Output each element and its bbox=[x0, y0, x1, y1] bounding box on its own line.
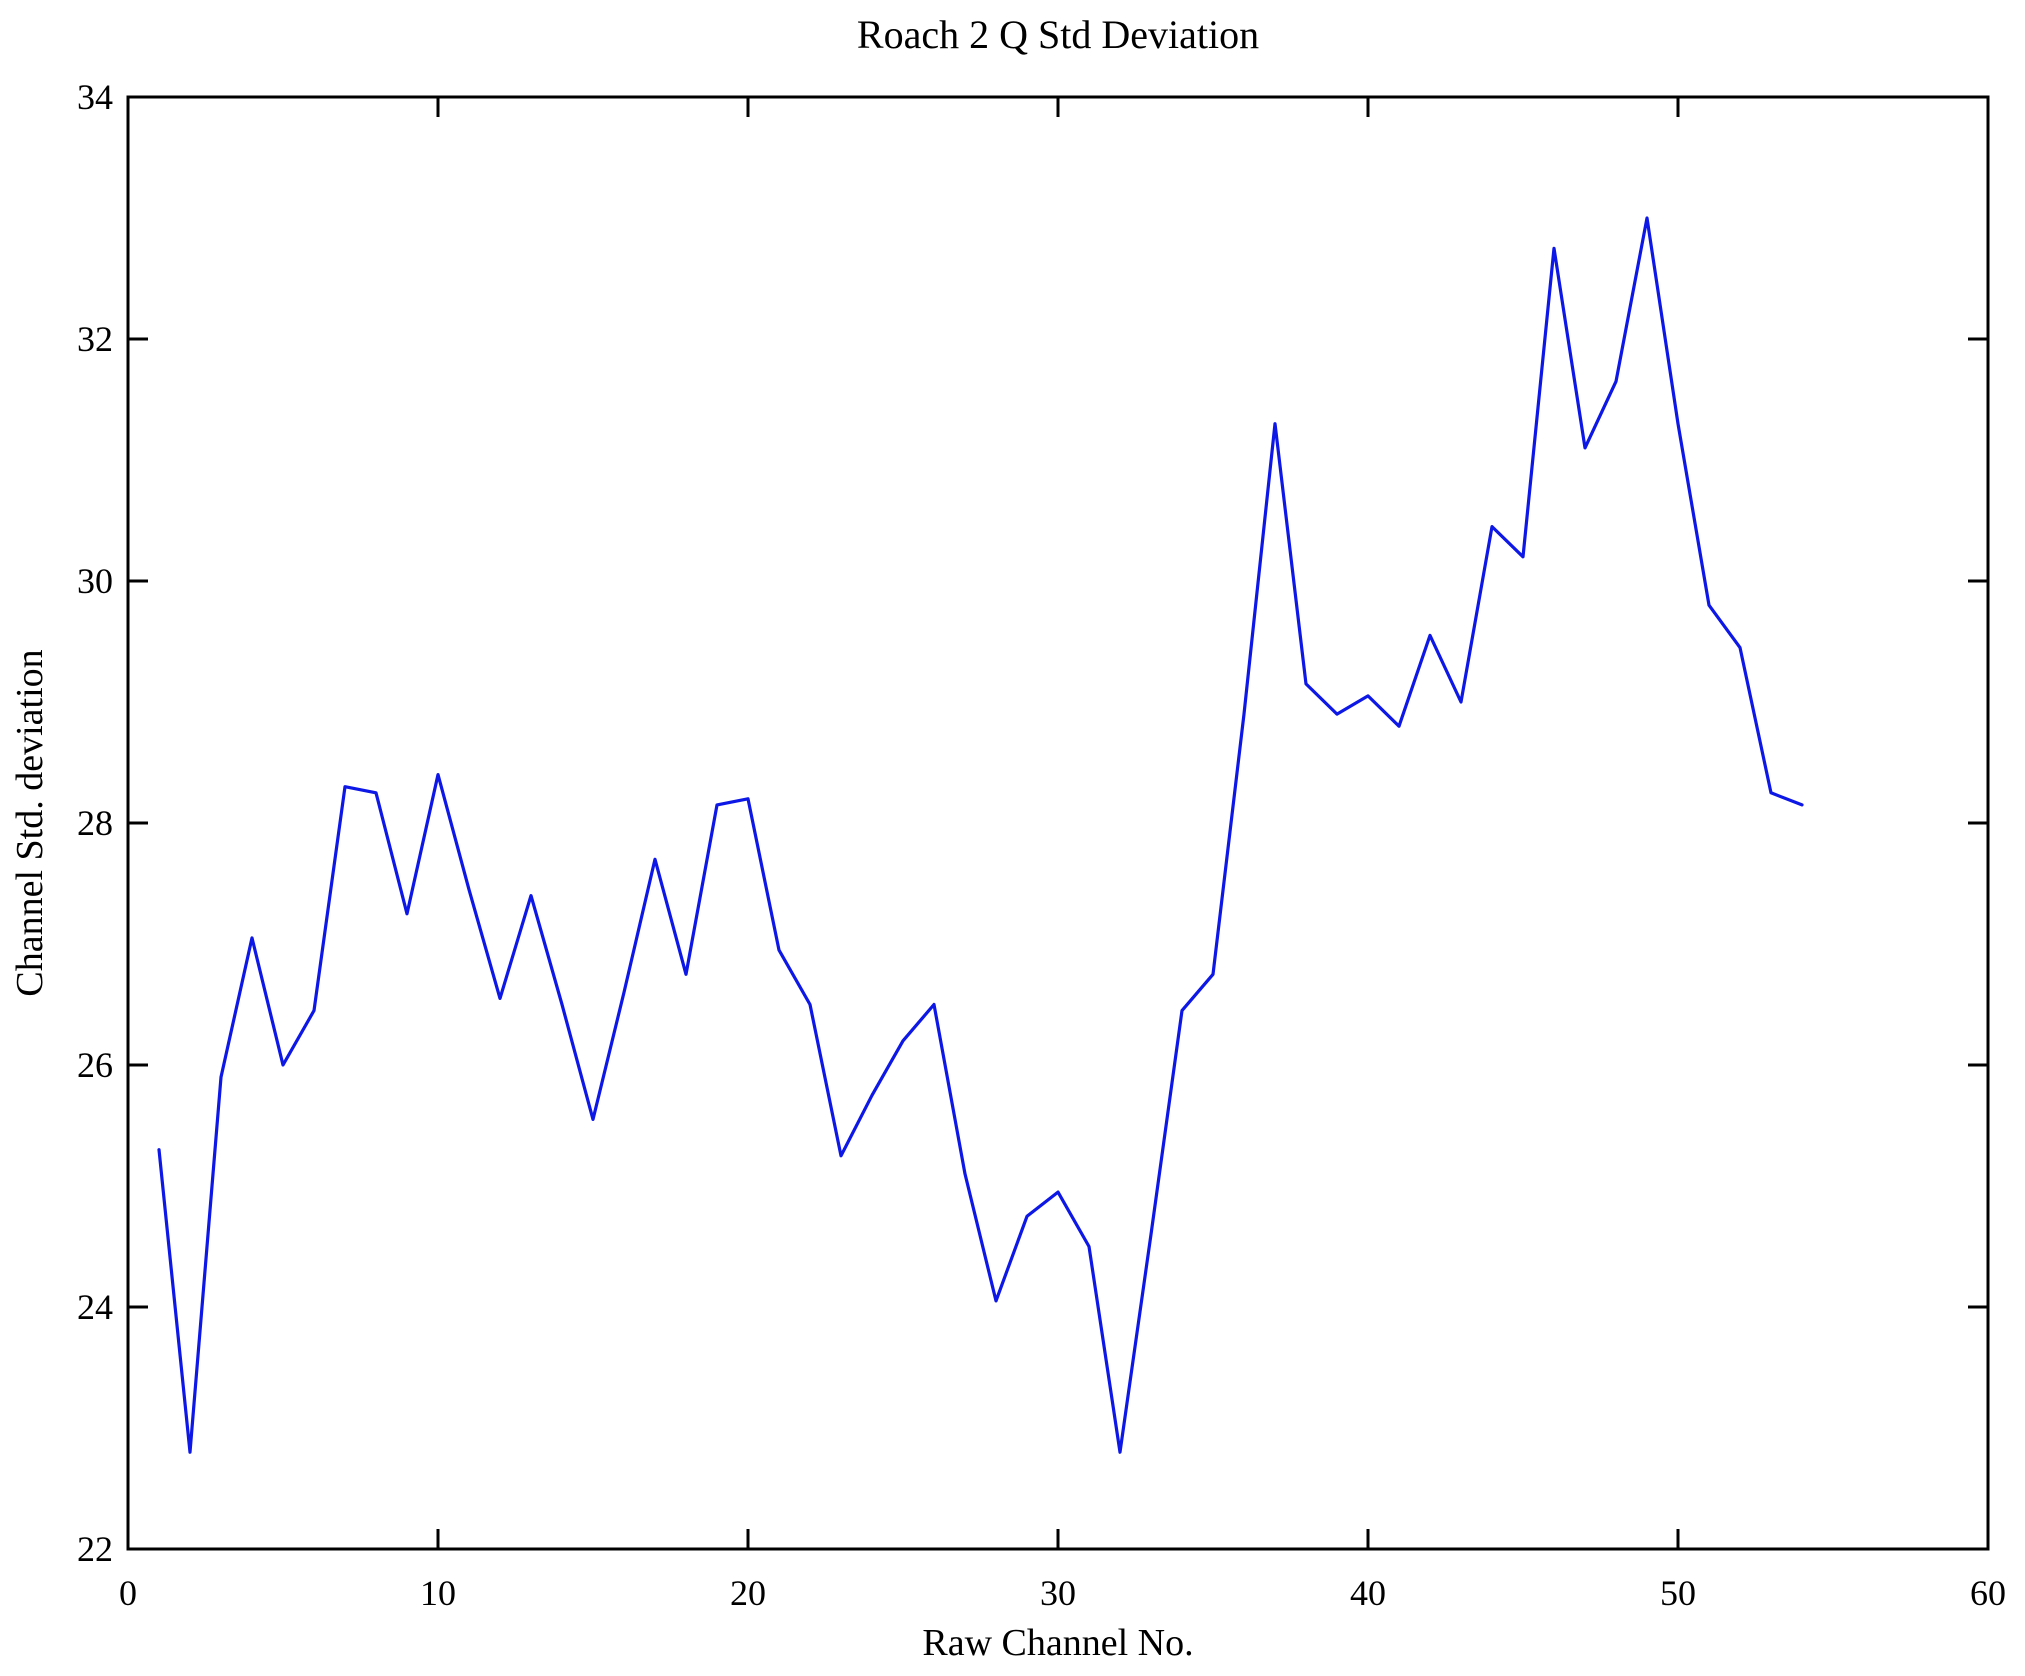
x-tick-label: 0 bbox=[119, 1573, 137, 1613]
x-axis-tick-labels: 0 10 20 30 40 50 60 bbox=[119, 1573, 2006, 1613]
y-axis-label: Channel Std. deviation bbox=[9, 649, 51, 996]
x-axis-label: Raw Channel No. bbox=[922, 1622, 1193, 1664]
x-tick-label: 20 bbox=[730, 1573, 766, 1613]
y-axis-tick-labels: 22 24 26 28 30 32 34 bbox=[77, 77, 113, 1569]
y-tick-label: 34 bbox=[77, 77, 113, 117]
y-tick-label: 24 bbox=[77, 1287, 113, 1327]
x-tick-label: 60 bbox=[1970, 1573, 2006, 1613]
y-tick-label: 32 bbox=[77, 319, 113, 359]
axis-ticks bbox=[126, 95, 1990, 1551]
data-series-line bbox=[157, 216, 1804, 1454]
y-tick-label: 26 bbox=[77, 1045, 113, 1085]
plot-frame bbox=[126, 95, 1990, 1551]
x-tick-label: 50 bbox=[1660, 1573, 1696, 1613]
y-tick-label: 22 bbox=[77, 1529, 113, 1569]
x-tick-label: 40 bbox=[1350, 1573, 1386, 1613]
x-tick-label: 10 bbox=[420, 1573, 456, 1613]
y-tick-label: 28 bbox=[77, 803, 113, 843]
chart-title: Roach 2 Q Std Deviation bbox=[857, 12, 1259, 57]
y-tick-label: 30 bbox=[77, 561, 113, 601]
x-tick-label: 30 bbox=[1040, 1573, 1076, 1613]
